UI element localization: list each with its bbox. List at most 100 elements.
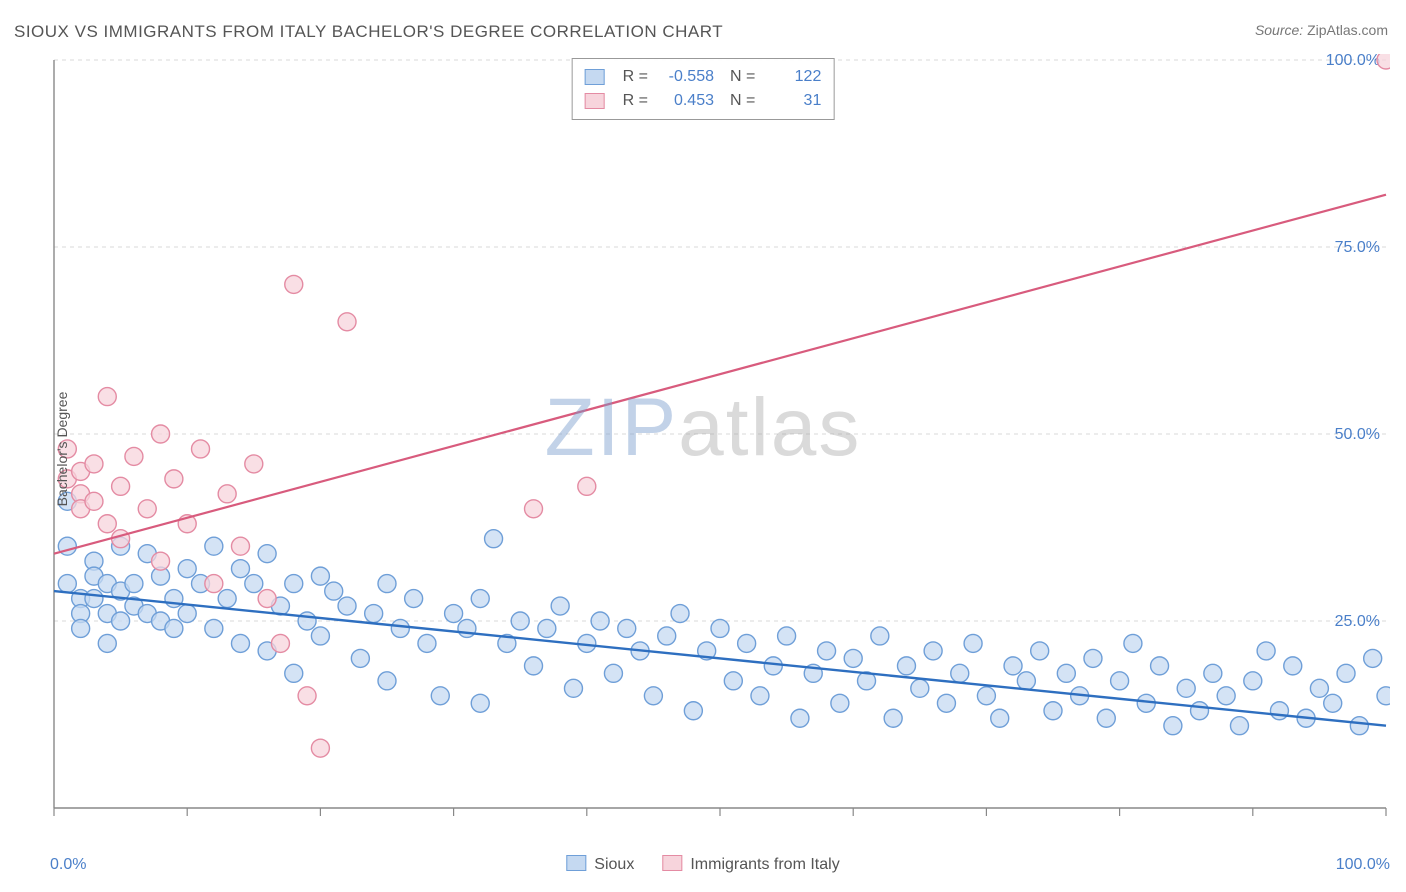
scatter-point (618, 619, 636, 637)
scatter-point (1270, 702, 1288, 720)
scatter-point (591, 612, 609, 630)
n-value: 31 (765, 89, 821, 113)
source-attribution: Source: ZipAtlas.com (1255, 22, 1388, 38)
y-tick-label: 25.0% (1335, 613, 1380, 630)
scatter-point (178, 605, 196, 623)
scatter-point (671, 605, 689, 623)
scatter-point (751, 687, 769, 705)
r-value: -0.558 (658, 65, 714, 89)
scatter-point (125, 447, 143, 465)
n-value: 122 (765, 65, 821, 89)
trend-line (54, 195, 1386, 554)
scatter-point (564, 679, 582, 697)
scatter-point (511, 612, 529, 630)
scatter-point (1031, 642, 1049, 660)
scatter-point (1084, 649, 1102, 667)
scatter-point (258, 545, 276, 563)
r-label: R = (623, 89, 648, 113)
y-tick-label: 100.0% (1326, 54, 1380, 69)
scatter-point (325, 582, 343, 600)
scatter-point (125, 575, 143, 593)
y-tick-label: 50.0% (1335, 426, 1380, 443)
scatter-point (525, 500, 543, 518)
scatter-point (152, 425, 170, 443)
scatter-point (1217, 687, 1235, 705)
scatter-point (271, 634, 289, 652)
scatter-point (112, 612, 130, 630)
x-axis-max-label: 100.0% (1336, 856, 1390, 874)
scatter-point (1124, 634, 1142, 652)
r-label: R = (623, 65, 648, 89)
scatter-point (112, 477, 130, 495)
scatter-point (231, 560, 249, 578)
scatter-point (431, 687, 449, 705)
trend-line (54, 591, 1386, 726)
scatter-point (1230, 717, 1248, 735)
scatter-point (1284, 657, 1302, 675)
scatter-point (192, 440, 210, 458)
scatter-point (791, 709, 809, 727)
scatter-point (924, 642, 942, 660)
scatter-point (951, 664, 969, 682)
scatter-point (724, 672, 742, 690)
scatter-point (152, 552, 170, 570)
scatter-point (1017, 672, 1035, 690)
r-value: 0.453 (658, 89, 714, 113)
corr-legend-row: R =-0.558N =122 (585, 65, 822, 89)
scatter-point (911, 679, 929, 697)
source-label: Source: (1255, 22, 1303, 38)
scatter-point (165, 470, 183, 488)
scatter-point (485, 530, 503, 548)
scatter-point (205, 537, 223, 555)
scatter-point (298, 612, 316, 630)
scatter-point (831, 694, 849, 712)
n-label: N = (730, 89, 755, 113)
scatter-point (1257, 642, 1275, 660)
scatter-point (138, 500, 156, 518)
scatter-point (85, 492, 103, 510)
scatter-point (205, 619, 223, 637)
correlation-legend: R = -0.558 N = 122R = 0.453 N = 31 (572, 58, 835, 120)
scatter-point (844, 649, 862, 667)
plot-area: Bachelor's Degree 25.0%50.0%75.0%100.0% (50, 54, 1390, 844)
scatter-point (311, 739, 329, 757)
scatter-point (937, 694, 955, 712)
scatter-point (1044, 702, 1062, 720)
scatter-point (471, 590, 489, 608)
scatter-point (98, 388, 116, 406)
legend-swatch (585, 93, 605, 109)
scatter-point (764, 657, 782, 675)
scatter-point (604, 664, 622, 682)
scatter-point (338, 313, 356, 331)
scatter-point (1324, 694, 1342, 712)
legend-swatch (585, 69, 605, 85)
scatter-point (231, 634, 249, 652)
scatter-point (98, 634, 116, 652)
scatter-point (1244, 672, 1262, 690)
corr-legend-row: R = 0.453 N = 31 (585, 89, 822, 113)
scatter-point (285, 275, 303, 293)
source-value: ZipAtlas.com (1307, 22, 1388, 38)
scatter-point (1191, 702, 1209, 720)
scatter-point (818, 642, 836, 660)
scatter-point (285, 664, 303, 682)
scatter-point (1164, 717, 1182, 735)
scatter-point (644, 687, 662, 705)
scatter-point (1204, 664, 1222, 682)
scatter-point (205, 575, 223, 593)
scatter-point (1310, 679, 1328, 697)
scatter-point (85, 590, 103, 608)
scatter-point (1350, 717, 1368, 735)
scatter-point (1364, 649, 1382, 667)
scatter-point (178, 560, 196, 578)
scatter-point (538, 619, 556, 637)
scatter-point (418, 634, 436, 652)
scatter-chart: 25.0%50.0%75.0%100.0% (50, 54, 1390, 844)
scatter-point (977, 687, 995, 705)
scatter-point (218, 590, 236, 608)
scatter-point (778, 627, 796, 645)
scatter-point (471, 694, 489, 712)
scatter-point (1111, 672, 1129, 690)
scatter-point (72, 619, 90, 637)
scatter-point (98, 515, 116, 533)
